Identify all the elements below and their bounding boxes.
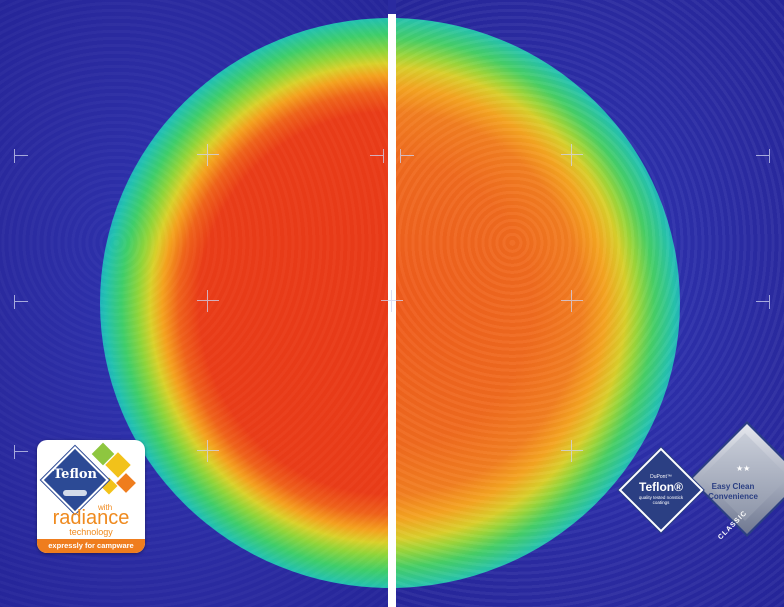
crosshair-marker: [561, 290, 583, 312]
edge-tick-marker: [14, 149, 28, 163]
easy-clean-text: Easy Clean Convenience: [708, 482, 758, 501]
badge-radiance-text: radiance: [52, 507, 130, 529]
edge-tick-marker: [14, 445, 28, 459]
edge-tick-marker: [756, 149, 770, 163]
teflon-logo-text: Teflon: [52, 467, 98, 482]
teflon-subtitle: quality tested nonstick coatings: [638, 495, 684, 505]
dupont-seal-icon: [63, 490, 87, 496]
crosshair-marker: [197, 290, 219, 312]
dupont-text: DuPont™: [650, 474, 672, 480]
badge-technology-text: technology: [69, 527, 113, 537]
crosshair-marker: [197, 144, 219, 166]
teflon-logo-text: Teflon®: [639, 480, 683, 494]
crosshair-marker: [197, 440, 219, 462]
star-rating-icon: ★★: [736, 464, 751, 473]
teflon-classic-badge: DuPont™ Teflon® quality tested nonstick …: [618, 421, 784, 550]
badge-with-text: with: [98, 503, 113, 512]
edge-tick-marker: [400, 149, 414, 163]
teflon-radiance-badge: Teflon with radiance technology expressl…: [37, 440, 145, 553]
crosshair-marker: [381, 290, 403, 312]
edge-tick-marker: [756, 295, 770, 309]
center-divider: [388, 14, 396, 607]
crosshair-marker: [561, 440, 583, 462]
badge-campware-bar: expressly for campware: [37, 539, 145, 553]
edge-tick-marker: [370, 149, 384, 163]
crosshair-marker: [561, 144, 583, 166]
edge-tick-marker: [14, 295, 28, 309]
